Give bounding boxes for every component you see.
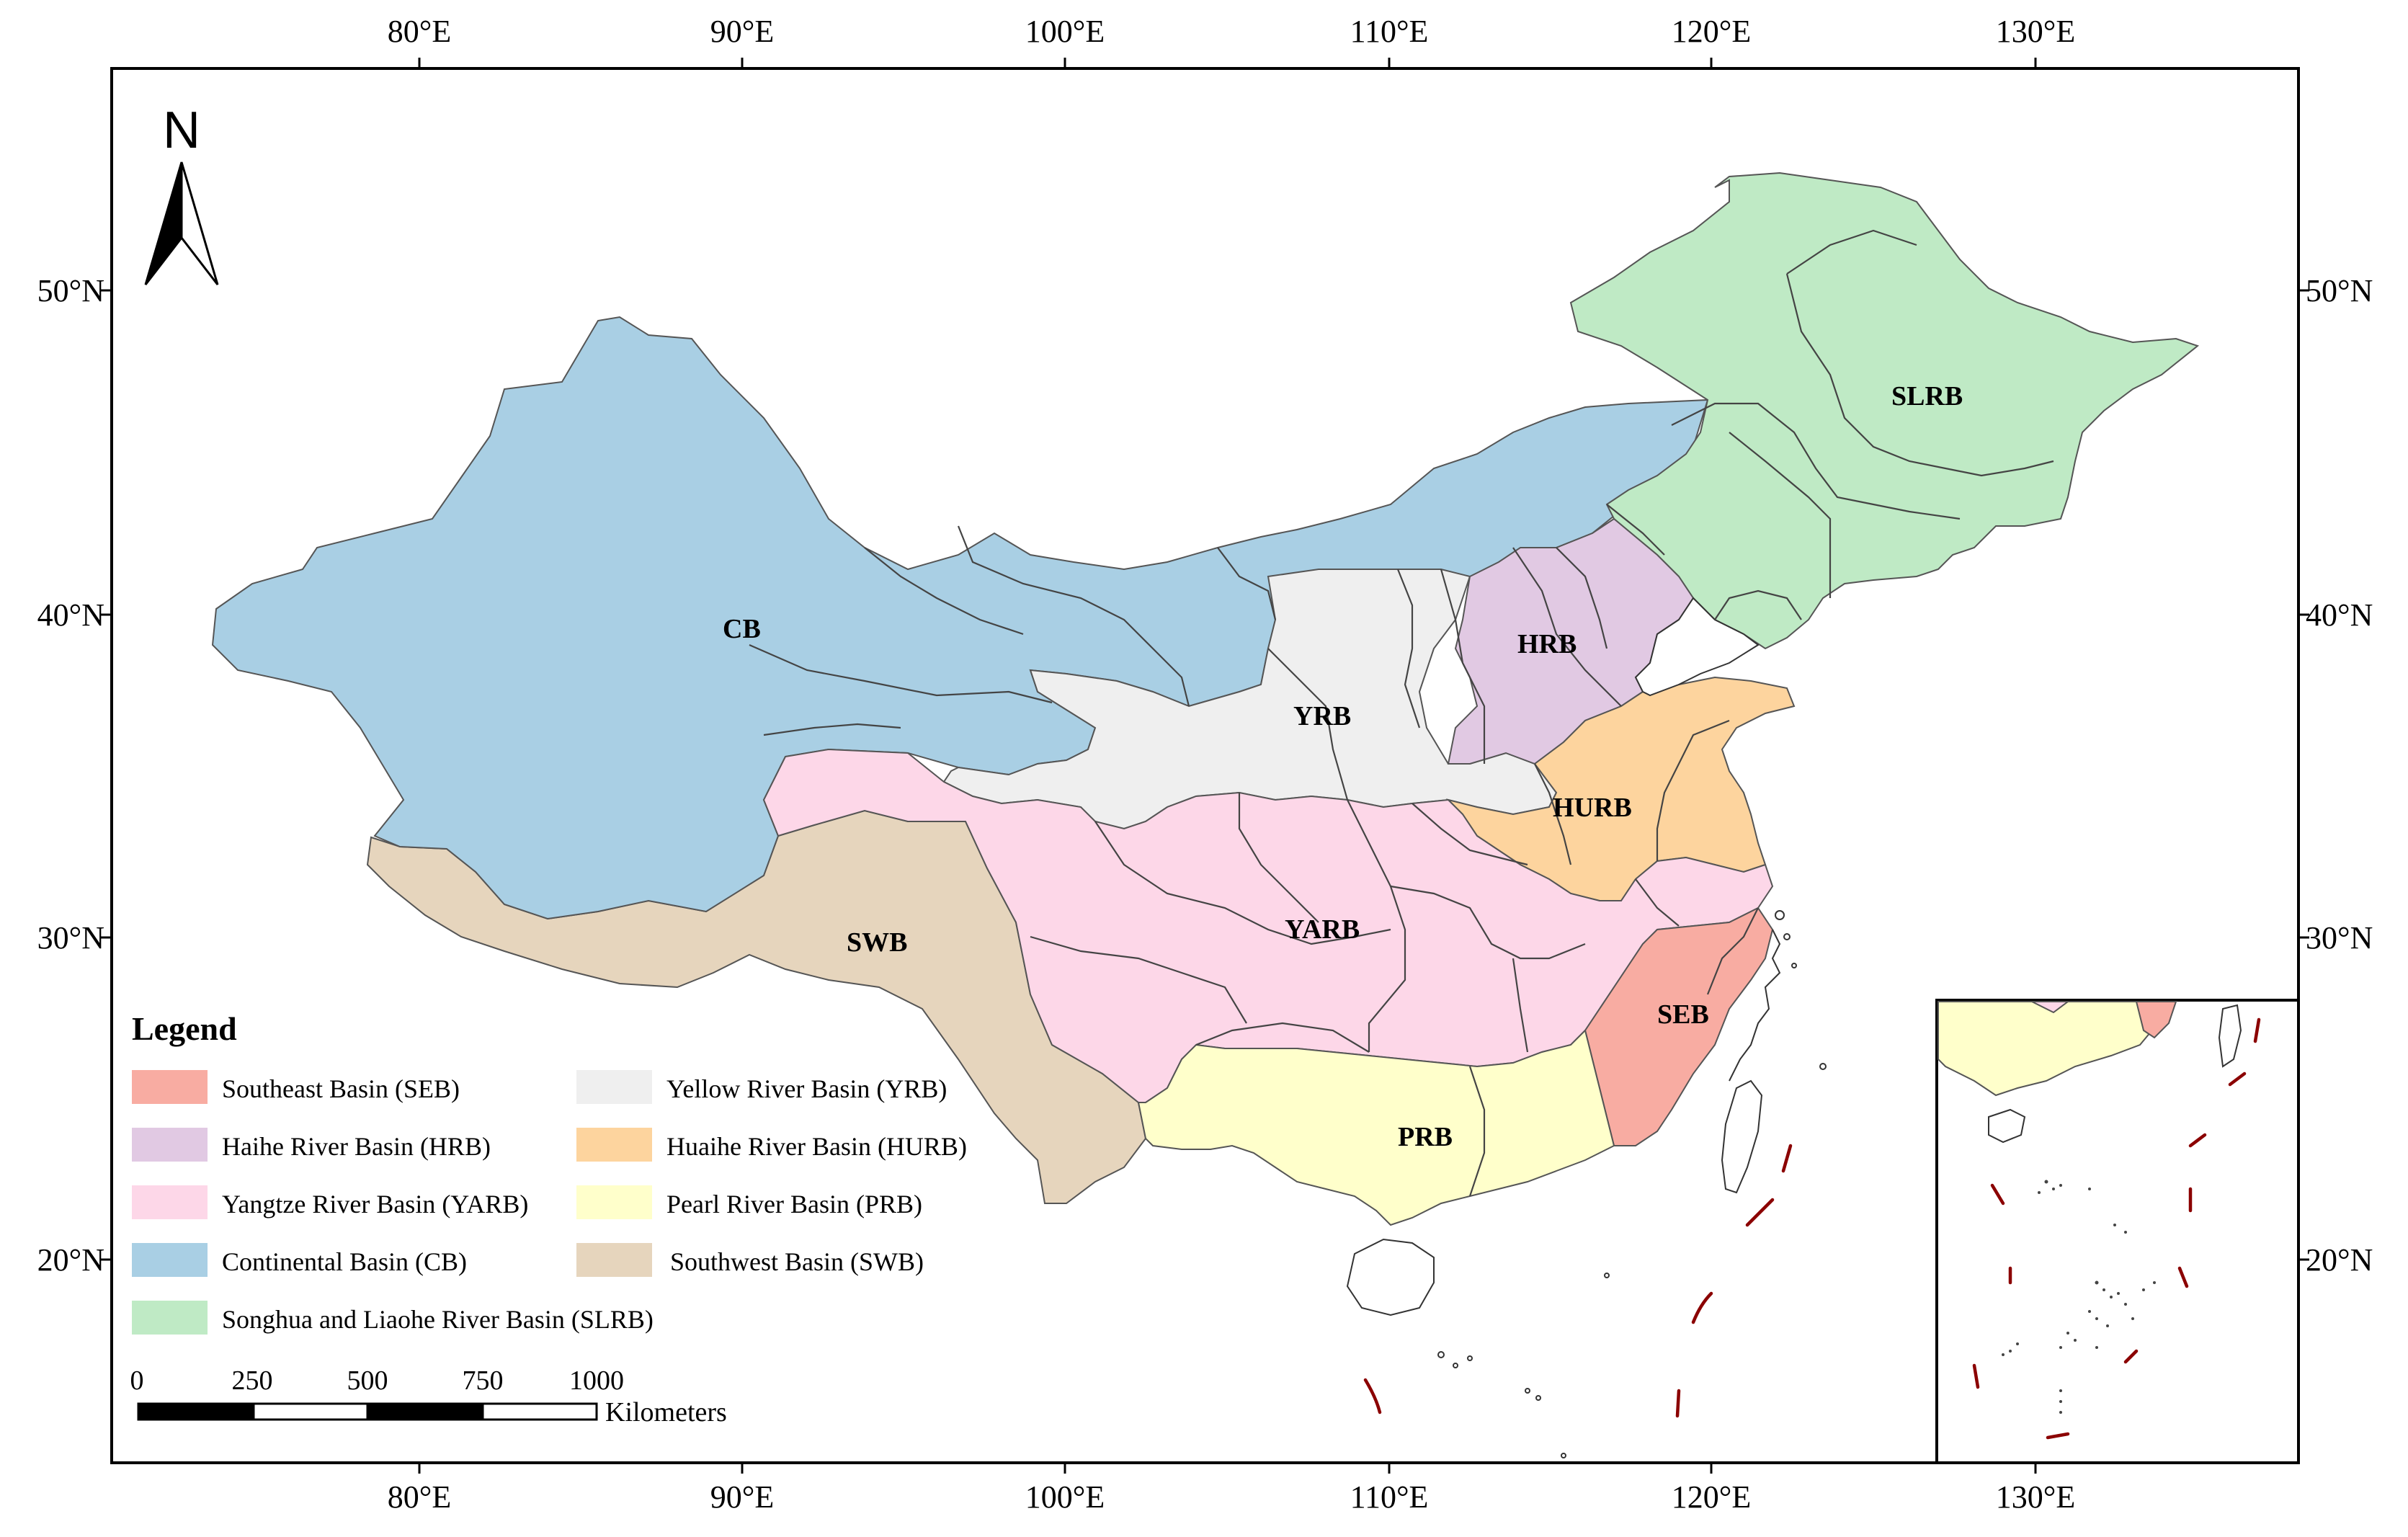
top-lon-label: 100°E — [1025, 14, 1105, 49]
basin-label-seb: SEB — [1657, 999, 1709, 1030]
left-lat-label: 20°N — [37, 1242, 104, 1278]
taiwan-island — [1721, 1079, 1763, 1194]
legend-item: Pearl River Basin (PRB) — [576, 1185, 922, 1219]
scale-tick-label: 0 — [130, 1366, 144, 1396]
top-axis-labels: 80°E 90°E 100°E 110°E 120°E 130°E — [388, 14, 2075, 49]
basin-prb — [1137, 1029, 1615, 1226]
legend-label: Yellow River Basin (YRB) — [666, 1074, 947, 1103]
legend-swatch — [576, 1185, 652, 1219]
bottom-lon-label: 100°E — [1025, 1479, 1105, 1515]
basin-label-cb: CB — [723, 614, 761, 644]
province-boundaries — [749, 229, 2054, 1197]
boundary-dashes — [1363, 1144, 1793, 1418]
basin-label-hrb: HRB — [1517, 629, 1577, 659]
scale-bar: 0 250 500 750 1000 Kilometers — [130, 1366, 727, 1427]
scale-tick-label: 750 — [463, 1366, 504, 1396]
scale-tick-label: 1000 — [569, 1366, 624, 1396]
bottom-lon-label: 90°E — [710, 1479, 774, 1515]
basin-label-prb: PRB — [1398, 1122, 1453, 1152]
top-lon-label: 90°E — [710, 14, 774, 49]
bottom-lon-label: 130°E — [1996, 1479, 2075, 1515]
basin-label-slrb: SLRB — [1891, 381, 1963, 411]
legend-swatch — [132, 1070, 208, 1104]
left-lat-label: 50°N — [37, 273, 104, 308]
right-axis-labels: 50°N 40°N 30°N 20°N — [2306, 273, 2373, 1278]
north-arrow: N — [144, 102, 219, 285]
top-lon-label: 110°E — [1350, 14, 1429, 49]
basin-label-yarb: YARB — [1285, 914, 1360, 945]
legend-label: Southeast Basin (SEB) — [222, 1074, 460, 1103]
bottom-axis-labels: 80°E 90°E 100°E 110°E 120°E 130°E — [388, 1479, 2075, 1515]
bottom-lon-label: 110°E — [1350, 1479, 1429, 1515]
basin-label-swb: SWB — [847, 927, 907, 958]
inset-map — [1935, 999, 2300, 1464]
top-lon-label: 130°E — [1996, 14, 2075, 49]
map-frame — [110, 67, 2300, 1464]
right-lat-label: 40°N — [2306, 597, 2373, 633]
legend-item: Southeast Basin (SEB) — [132, 1070, 460, 1104]
legend-label: Songhua and Liaohe River Basin (SLRB) — [222, 1305, 654, 1334]
legend-item: Songhua and Liaohe River Basin (SLRB) — [132, 1301, 654, 1335]
legend-swatch — [132, 1301, 208, 1335]
legend-label: Southwest Basin (SWB) — [670, 1247, 924, 1276]
basin-labels: CB SLRB HRB YRB HURB YARB SWB SEB PRB — [723, 381, 1963, 1152]
basin-seb — [1584, 906, 1774, 1146]
left-axis-labels: 50°N 40°N 30°N 20°N — [37, 273, 104, 1278]
legend-label: Pearl River Basin (PRB) — [666, 1190, 922, 1219]
bottom-lon-label: 80°E — [388, 1479, 451, 1515]
bohai-sea — [1634, 597, 1760, 697]
legend: Legend Southeast Basin (SEB) Yellow Rive… — [132, 1010, 967, 1335]
legend-swatch — [576, 1243, 652, 1277]
legend-title: Legend — [132, 1010, 237, 1047]
legend-swatch — [576, 1070, 652, 1104]
legend-swatch — [132, 1185, 208, 1219]
legend-item: Haihe River Basin (HRB) — [132, 1128, 491, 1162]
north-arrow-icon — [144, 161, 183, 285]
legend-swatch — [576, 1128, 652, 1162]
legend-label: Yangtze River Basin (YARB) — [222, 1190, 528, 1219]
coastline-islands — [1437, 910, 1827, 1458]
scale-tick-label: 250 — [232, 1366, 273, 1396]
top-lon-label: 120°E — [1672, 14, 1751, 49]
legend-item: Yellow River Basin (YRB) — [576, 1070, 947, 1104]
basin-polygons — [211, 171, 2200, 1317]
axis-ticks — [101, 58, 2309, 1474]
legend-item: Huaihe River Basin (HURB) — [576, 1128, 967, 1162]
right-lat-label: 30°N — [2306, 920, 2373, 955]
hainan-island — [1346, 1238, 1435, 1317]
legend-item: Continental Basin (CB) — [132, 1243, 467, 1277]
left-lat-label: 30°N — [37, 920, 104, 955]
scale-tick-label: 500 — [347, 1366, 388, 1396]
scale-unit: Kilometers — [605, 1397, 727, 1427]
left-lat-label: 40°N — [37, 597, 104, 633]
legend-label: Haihe River Basin (HRB) — [222, 1132, 491, 1161]
legend-item: Southwest Basin (SWB) — [576, 1243, 924, 1277]
legend-swatch — [132, 1128, 208, 1162]
legend-item: Yangtze River Basin (YARB) — [132, 1185, 528, 1219]
bottom-lon-label: 120°E — [1672, 1479, 1751, 1515]
legend-swatch — [132, 1243, 208, 1277]
legend-label: Continental Basin (CB) — [222, 1247, 467, 1276]
right-lat-label: 20°N — [2306, 1242, 2373, 1278]
right-lat-label: 50°N — [2306, 273, 2373, 308]
north-letter: N — [163, 102, 200, 159]
top-lon-label: 80°E — [388, 14, 451, 49]
basin-label-hurb: HURB — [1553, 793, 1632, 823]
basin-label-yrb: YRB — [1293, 701, 1351, 731]
legend-label: Huaihe River Basin (HURB) — [666, 1132, 967, 1161]
